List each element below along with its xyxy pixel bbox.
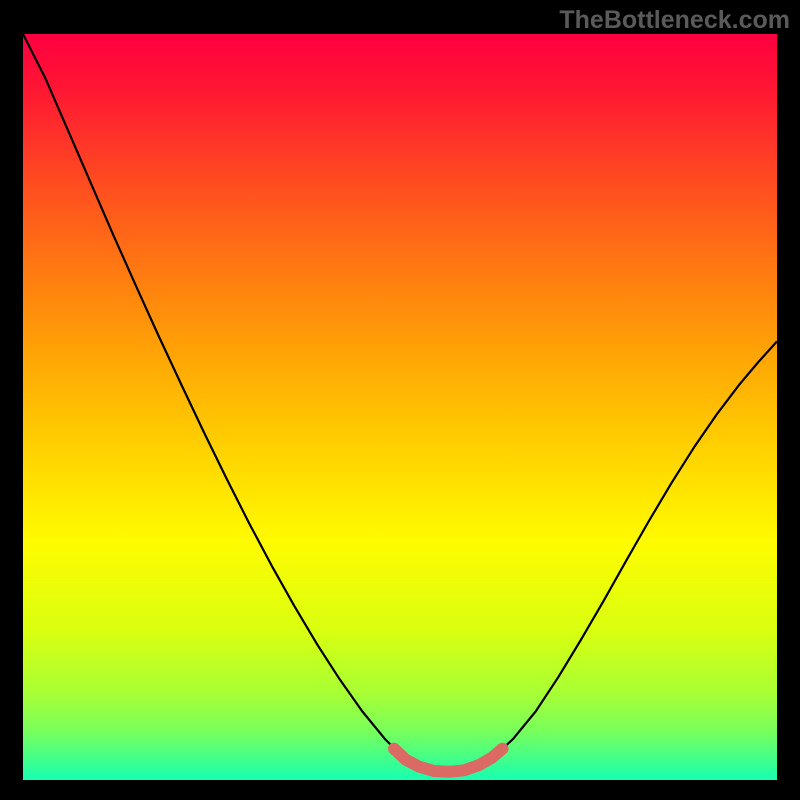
plot-area <box>23 34 777 780</box>
chart-container: TheBottleneck.com <box>0 0 800 800</box>
bottleneck-curve <box>23 34 777 772</box>
bottom-highlight-segment <box>394 749 503 772</box>
watermark-text: TheBottleneck.com <box>559 6 790 35</box>
curve-layer <box>23 34 777 780</box>
